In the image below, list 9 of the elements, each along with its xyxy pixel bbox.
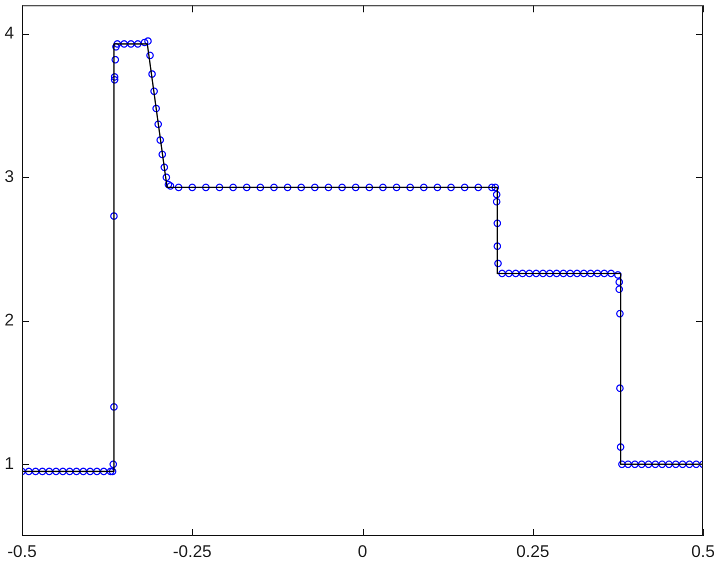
y-tick-label: 1 [4, 454, 14, 473]
x-tick-label: 0.25 [516, 542, 550, 561]
y-tick-label: 4 [4, 24, 14, 43]
x-tick-label: 0.5 [691, 542, 715, 561]
x-tick-label: -0.5 [7, 542, 37, 561]
y-tick-label: 2 [4, 310, 14, 330]
x-tick-label: 0 [358, 542, 368, 561]
y-tick-label: 3 [4, 167, 14, 186]
x-tick-label: -0.25 [172, 542, 212, 561]
